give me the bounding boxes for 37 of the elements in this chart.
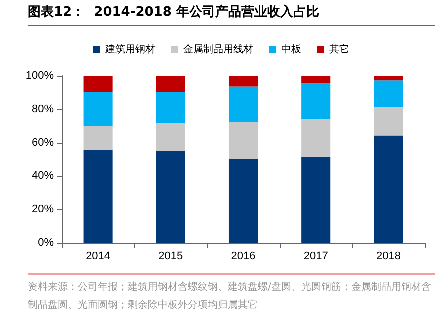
y-tick-label: 20% bbox=[32, 204, 54, 216]
legend-label: 其它 bbox=[330, 44, 350, 56]
chart-title: 图表12： 2014-2018 年公司产品营业收入占比 bbox=[28, 0, 435, 26]
bar bbox=[374, 80, 404, 108]
bar bbox=[302, 76, 331, 84]
bar bbox=[156, 151, 186, 243]
bar bbox=[228, 122, 258, 160]
x-tick-label: 2017 bbox=[304, 250, 328, 262]
bar bbox=[374, 107, 404, 136]
bar bbox=[302, 119, 331, 157]
legend-label: 金属制品用线材 bbox=[184, 44, 254, 56]
x-tick-label: 2015 bbox=[158, 250, 184, 262]
legend-label: 中板 bbox=[282, 44, 302, 56]
bar bbox=[84, 92, 113, 126]
bar bbox=[156, 92, 186, 124]
bar bbox=[302, 156, 331, 243]
bar bbox=[228, 76, 258, 87]
bar bbox=[302, 84, 331, 120]
bar bbox=[374, 136, 404, 243]
text: 资料来源：公司年报；建筑用钢材含螺纹钢、建筑盘螺/盘圆、光圆钢筋；金属制品用钢材含制品盘圆、光面圆钢；剩余除中板外分项均归属其它 bbox=[28, 280, 432, 313]
y-tick-label: 0% bbox=[38, 237, 54, 249]
bar bbox=[228, 160, 258, 243]
bar bbox=[228, 86, 258, 122]
bar bbox=[84, 150, 113, 243]
legend-label: 建筑用钢材 bbox=[104, 44, 156, 56]
x-tick-label: 2018 bbox=[376, 250, 401, 262]
x-tick-label: 2016 bbox=[231, 250, 256, 262]
y-tick-label: 100% bbox=[26, 70, 54, 82]
bar bbox=[84, 126, 113, 150]
y-tick-label: 60% bbox=[32, 136, 54, 149]
bar bbox=[156, 123, 186, 152]
y-tick-label: 40% bbox=[32, 170, 54, 182]
bar bbox=[156, 76, 186, 92]
bar bbox=[84, 76, 113, 92]
y-tick-label: 80% bbox=[32, 103, 54, 116]
bar bbox=[374, 76, 404, 81]
x-tick-label: 2014 bbox=[86, 250, 111, 262]
